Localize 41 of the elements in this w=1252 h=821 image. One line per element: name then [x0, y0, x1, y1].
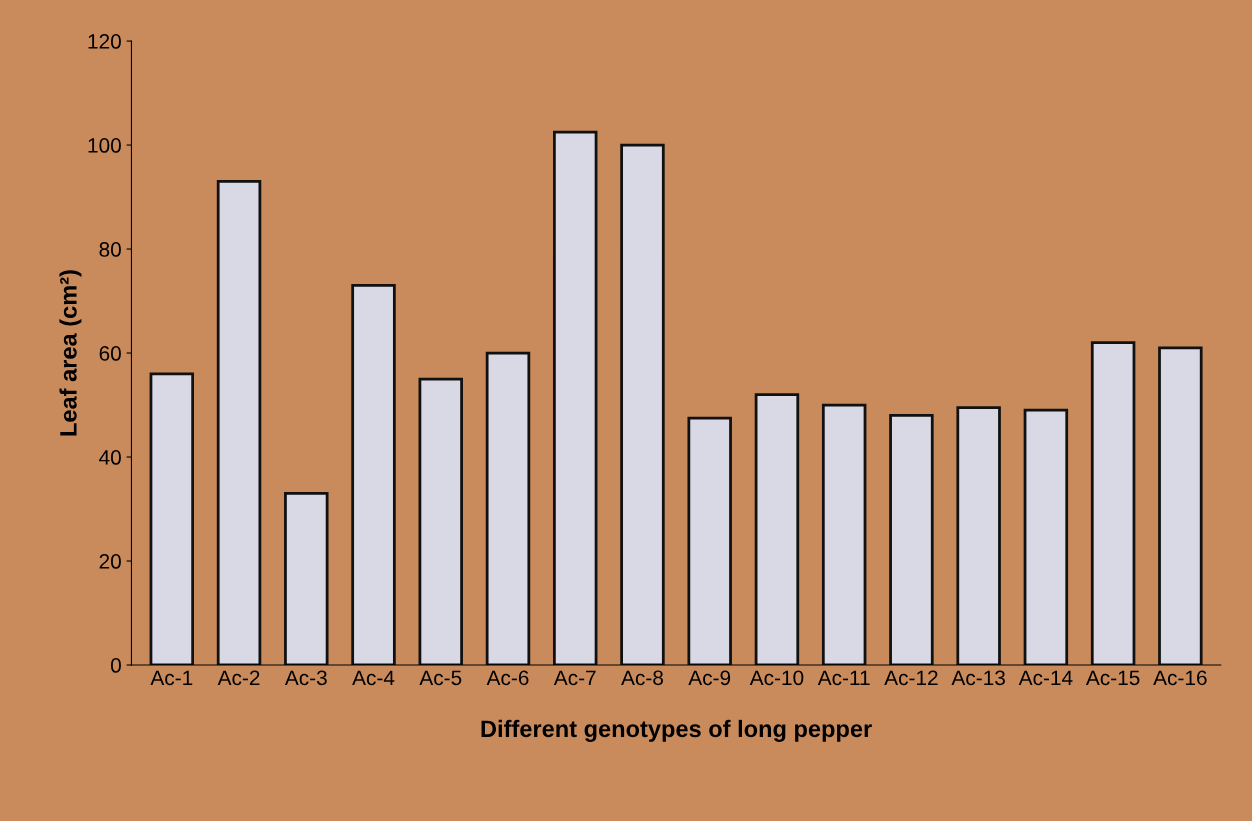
bar — [552, 130, 598, 666]
bar — [754, 393, 800, 666]
y-tick-label: 60 — [99, 346, 121, 361]
bar — [687, 416, 732, 666]
bar — [418, 377, 463, 666]
x-tick-label: Ac-13 — [951, 670, 1005, 686]
bar — [149, 372, 195, 666]
bar — [956, 406, 1001, 666]
x-tick-label: Ac-9 — [688, 670, 731, 686]
x-axis-title: Different genotypes of long pepper — [481, 719, 872, 742]
x-tick-label: Ac-3 — [284, 670, 327, 686]
y-axis-title: Leaf area (cm²) — [59, 270, 82, 436]
x-tick-label: Ac-8 — [621, 670, 663, 686]
y-tick-label: 120 — [88, 34, 121, 49]
x-tick-label: Ac-15 — [1085, 670, 1140, 686]
x-tick-label: Ac-7 — [553, 670, 596, 686]
bar — [485, 351, 531, 666]
x-tick-label: Ac-6 — [486, 670, 529, 686]
bar — [351, 284, 396, 666]
bar — [821, 403, 867, 666]
y-tick-label: 100 — [88, 138, 121, 153]
x-tick-label: Ac-1 — [150, 670, 193, 686]
x-tick-label: Ac-4 — [352, 670, 395, 686]
y-tick-label: 20 — [99, 554, 121, 569]
x-tick-label: Ac-12 — [884, 670, 938, 686]
x-tick-label: Ac-14 — [1018, 670, 1073, 686]
x-tick-label: Ac-2 — [217, 670, 260, 686]
bar — [1090, 341, 1136, 666]
bar — [620, 143, 665, 666]
y-tick-label: 80 — [99, 242, 121, 257]
x-tick-label: Ac-5 — [419, 670, 462, 686]
bar — [284, 492, 329, 666]
x-tick-label: Ac-11 — [817, 670, 870, 686]
bar — [216, 180, 262, 666]
bar — [889, 414, 934, 666]
bar — [1158, 346, 1203, 666]
x-tick-label: Ac-16 — [1153, 670, 1207, 686]
x-tick-label: Ac-10 — [749, 670, 804, 686]
y-tick-label: 40 — [99, 450, 121, 465]
y-tick-label: 0 — [110, 658, 121, 673]
bar — [1023, 408, 1069, 666]
